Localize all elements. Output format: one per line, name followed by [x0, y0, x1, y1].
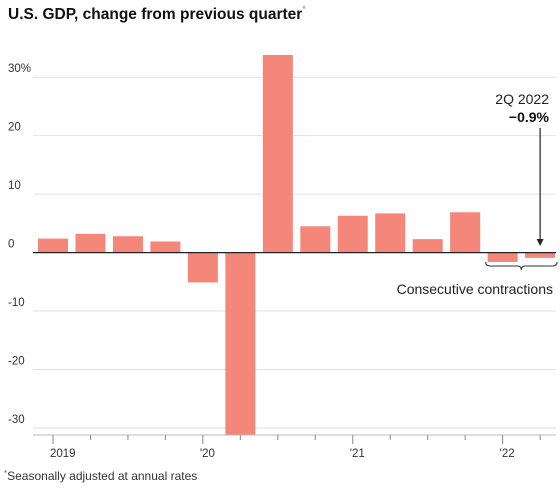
bar-2q-2021: [375, 213, 406, 253]
bracket-label: Consecutive contractions: [397, 281, 553, 297]
bar-4q-2020: [300, 226, 331, 253]
callout-value-label: −0.9%: [509, 109, 550, 125]
callout-arrow-head: [536, 239, 544, 246]
bar-1q-2022: [487, 252, 518, 262]
axes: [33, 252, 556, 436]
callout-quarter-label: 2Q 2022: [495, 91, 549, 107]
y-tick-label: 10: [8, 180, 21, 192]
contraction-bracket: [485, 261, 558, 271]
y-tick-label: 20: [8, 122, 21, 134]
y-tick-label: -20: [8, 356, 25, 368]
y-tick-label: 0: [8, 239, 14, 251]
footnote: *Seasonally adjusted at annual rates: [4, 469, 198, 483]
annotations: 2Q 2022 −0.9% Consecutive contractions: [397, 91, 558, 297]
x-tick-label: '21: [350, 448, 365, 460]
gdp-bar-chart: 30% 20 10 0 -10 -20 -30 2019 '20 '21 '22 2Q 2022 −…: [8, 55, 558, 460]
x-tick-label: '20: [200, 448, 215, 460]
y-axis-tick-labels: 30% 20 10 0 -10 -20 -30: [8, 63, 31, 426]
bars: [38, 55, 556, 435]
bar-4q-2019: [150, 241, 181, 253]
bar-1q-2021: [337, 215, 368, 253]
bar-2q-2022: [525, 252, 556, 258]
x-tick-label: 2019: [50, 448, 76, 460]
title-footnote-marker: *: [302, 4, 306, 14]
bar-2q-2019: [75, 233, 106, 253]
bar-2q-2020: [225, 252, 256, 435]
x-tick-label: '22: [500, 448, 515, 460]
footnote-marker: *: [4, 469, 8, 478]
gridlines: [33, 76, 556, 429]
bar-1q-2020: [187, 252, 218, 283]
bar-3q-2021: [412, 239, 443, 253]
bar-4q-2021: [450, 212, 481, 253]
bar-1q-2019: [38, 238, 68, 253]
y-tick-label: 30%: [8, 63, 31, 75]
y-tick-label: -10: [8, 297, 25, 309]
bar-3q-2020: [262, 55, 293, 253]
chart-title: U.S. GDP, change from previous quarter*: [8, 4, 306, 23]
y-tick-label: -30: [8, 414, 25, 426]
x-axis-ticks: 2019 '20 '21 '22: [50, 435, 541, 460]
bar-3q-2019: [112, 236, 143, 253]
